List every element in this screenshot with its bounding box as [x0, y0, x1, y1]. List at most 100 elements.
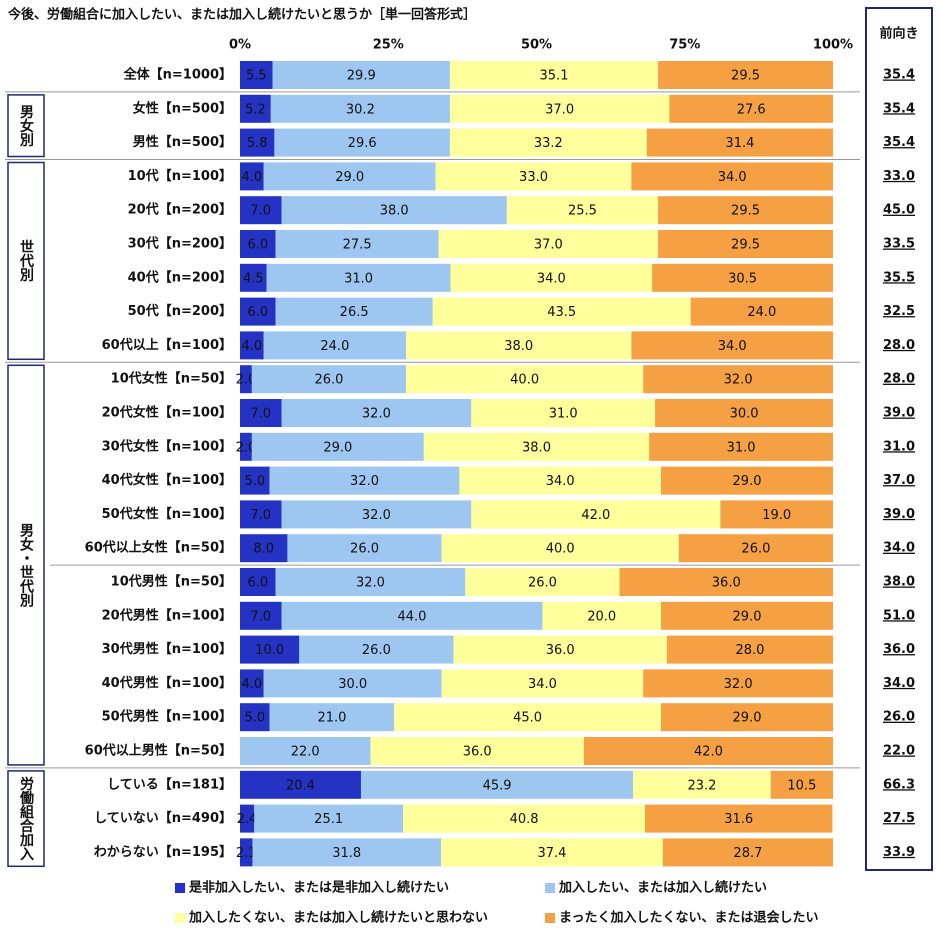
x-tick-label: 100% [813, 38, 853, 53]
value-label: 29.6 [348, 136, 377, 151]
value-label: 45.9 [483, 778, 512, 793]
value-label: 26.0 [528, 576, 557, 591]
bar-segment [270, 94, 450, 123]
forward-value: 36.0 [883, 642, 915, 657]
value-label: 28.7 [733, 846, 762, 861]
bar-segment [619, 568, 833, 596]
bar-segment [449, 94, 670, 123]
value-label: 29.0 [733, 474, 762, 489]
value-label: 26.0 [350, 542, 379, 557]
value-label: 10.0 [255, 643, 284, 658]
value-label: 36.0 [463, 745, 492, 760]
bar-segment [240, 61, 273, 89]
forward-value: 28.0 [883, 372, 915, 387]
bar-segment [263, 331, 407, 360]
bar-segment [240, 162, 264, 191]
bar-segment [266, 263, 451, 292]
forward-value: 45.0 [883, 203, 915, 218]
value-label: 29.0 [323, 440, 352, 455]
forward-value: 31.0 [883, 439, 915, 454]
category-label: 30代女性【n=100】 [102, 438, 232, 454]
category-label: 50代男性【n=100】 [102, 709, 232, 725]
category-label: 30代【n=200】 [128, 236, 232, 252]
bar-segment [658, 61, 833, 89]
value-label: 6.0 [247, 305, 268, 320]
value-label: 25.1 [314, 812, 343, 827]
forward-value: 26.0 [883, 710, 915, 725]
bar-segment [269, 703, 395, 732]
value-label: 38.0 [504, 339, 533, 354]
value-label: 6.0 [247, 238, 268, 253]
category-label: していない【n=490】 [94, 810, 232, 826]
value-label: 19.0 [762, 508, 791, 523]
value-label: 24.0 [747, 305, 776, 320]
bar-segment [643, 365, 833, 394]
forward-title: 前向き [879, 26, 918, 42]
bar-segment [240, 500, 282, 529]
bar-segment [275, 230, 439, 258]
bar-segment [275, 297, 433, 326]
value-label: 33.2 [534, 136, 563, 151]
forward-value: 34.0 [883, 676, 915, 691]
value-label: 27.5 [343, 238, 372, 253]
value-label: 7.0 [250, 609, 271, 624]
value-label: 5.0 [244, 474, 265, 489]
bar-segment [240, 365, 252, 394]
value-label: 34.0 [546, 474, 575, 489]
bar-segment [655, 399, 833, 427]
bar-segment [450, 263, 653, 292]
value-label: 4.0 [242, 339, 263, 354]
bar-segment [251, 432, 424, 461]
bar-segment [394, 703, 662, 732]
value-label: 40.0 [510, 373, 539, 388]
legend-swatch [175, 883, 185, 893]
category-label: 10代男性【n=50】 [111, 574, 232, 590]
value-label: 44.0 [397, 609, 426, 624]
forward-value: 51.0 [883, 608, 915, 623]
bar-segment [251, 365, 407, 394]
bar-segment [240, 669, 264, 698]
bar-segment [661, 703, 833, 732]
bar-segment [240, 737, 371, 765]
value-label: 34.0 [528, 677, 557, 692]
value-label: 8.0 [253, 542, 274, 557]
x-tick-label: 25% [373, 38, 404, 53]
bar-segment [269, 466, 460, 495]
value-label: 6.0 [247, 576, 268, 591]
category-label: 50代女性【n=100】 [102, 506, 232, 522]
category-label: している【n=181】 [107, 776, 232, 792]
bar-segment [240, 331, 264, 360]
value-label: 29.9 [347, 69, 376, 84]
value-label: 31.8 [332, 846, 361, 861]
forward-value: 27.5 [883, 811, 915, 826]
value-label: 31.0 [344, 271, 373, 286]
legend-swatch [545, 883, 555, 893]
legend-label: 加入したくない、または加入し続けたいと思わない [188, 910, 488, 926]
value-label: 29.0 [335, 170, 364, 185]
bar-segment [281, 196, 507, 225]
value-label: 31.0 [727, 440, 756, 455]
forward-value: 39.0 [883, 507, 915, 522]
value-label: 29.0 [733, 609, 762, 624]
value-label: 26.5 [340, 305, 369, 320]
bar-segment [403, 804, 646, 833]
bar-segment [240, 534, 288, 563]
value-label: 38.0 [522, 440, 551, 455]
x-tick-label: 0% [229, 38, 251, 53]
bar-segment [281, 500, 472, 529]
bar-segment [441, 838, 663, 867]
value-label: 34.0 [537, 271, 566, 286]
bar-segment [658, 196, 833, 225]
bar-segment [299, 635, 454, 664]
bar-segment [583, 737, 833, 765]
forward-value: 28.0 [883, 338, 915, 353]
value-label: 2.0 [236, 440, 257, 455]
value-label: 5.0 [244, 711, 265, 726]
value-label: 32.0 [724, 373, 753, 388]
bar-segment [542, 601, 662, 630]
category-label: 20代男性【n=100】 [102, 607, 232, 623]
forward-value: 33.0 [883, 169, 915, 184]
bar-segment [662, 838, 833, 867]
value-label: 36.0 [712, 576, 741, 591]
bar-segment [669, 94, 833, 123]
